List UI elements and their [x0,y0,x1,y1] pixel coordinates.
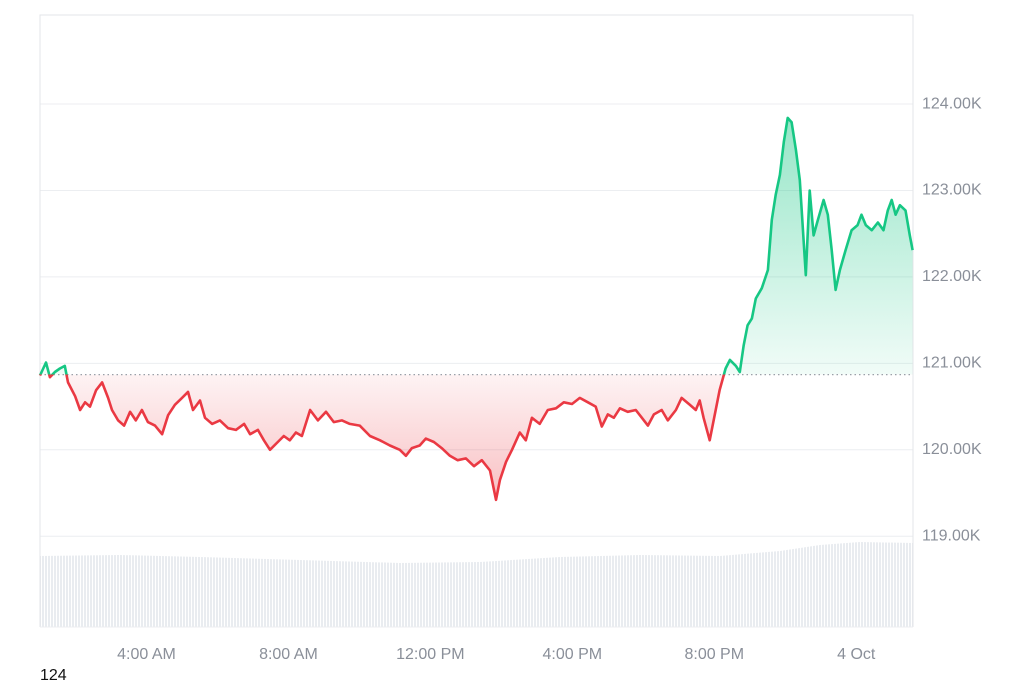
x-tick-label: 12:00 PM [396,646,464,663]
y-tick-label: 123.00K [922,182,982,199]
plot-frame [39,14,914,627]
series [38,116,914,502]
x-tick-label: 8:00 AM [259,646,318,663]
x-tick-label: 4:00 PM [543,646,603,663]
volume-area [40,542,913,627]
y-tick-label: 122.00K [922,268,982,285]
price-area [40,117,913,500]
y-tick-label: 119.00K [922,527,981,544]
x-tick-label: 8:00 PM [684,646,744,663]
price-line [38,116,914,502]
grid [40,103,913,537]
y-tick-label: 121.00K [922,355,982,372]
x-tick-label: 4 Oct [837,646,876,663]
y-tick-label: 120.00K [922,441,982,458]
footer-text: 124 [40,667,67,683]
x-tick-label: 4:00 AM [117,646,176,663]
y-tick-label: 124.00K [922,95,982,112]
